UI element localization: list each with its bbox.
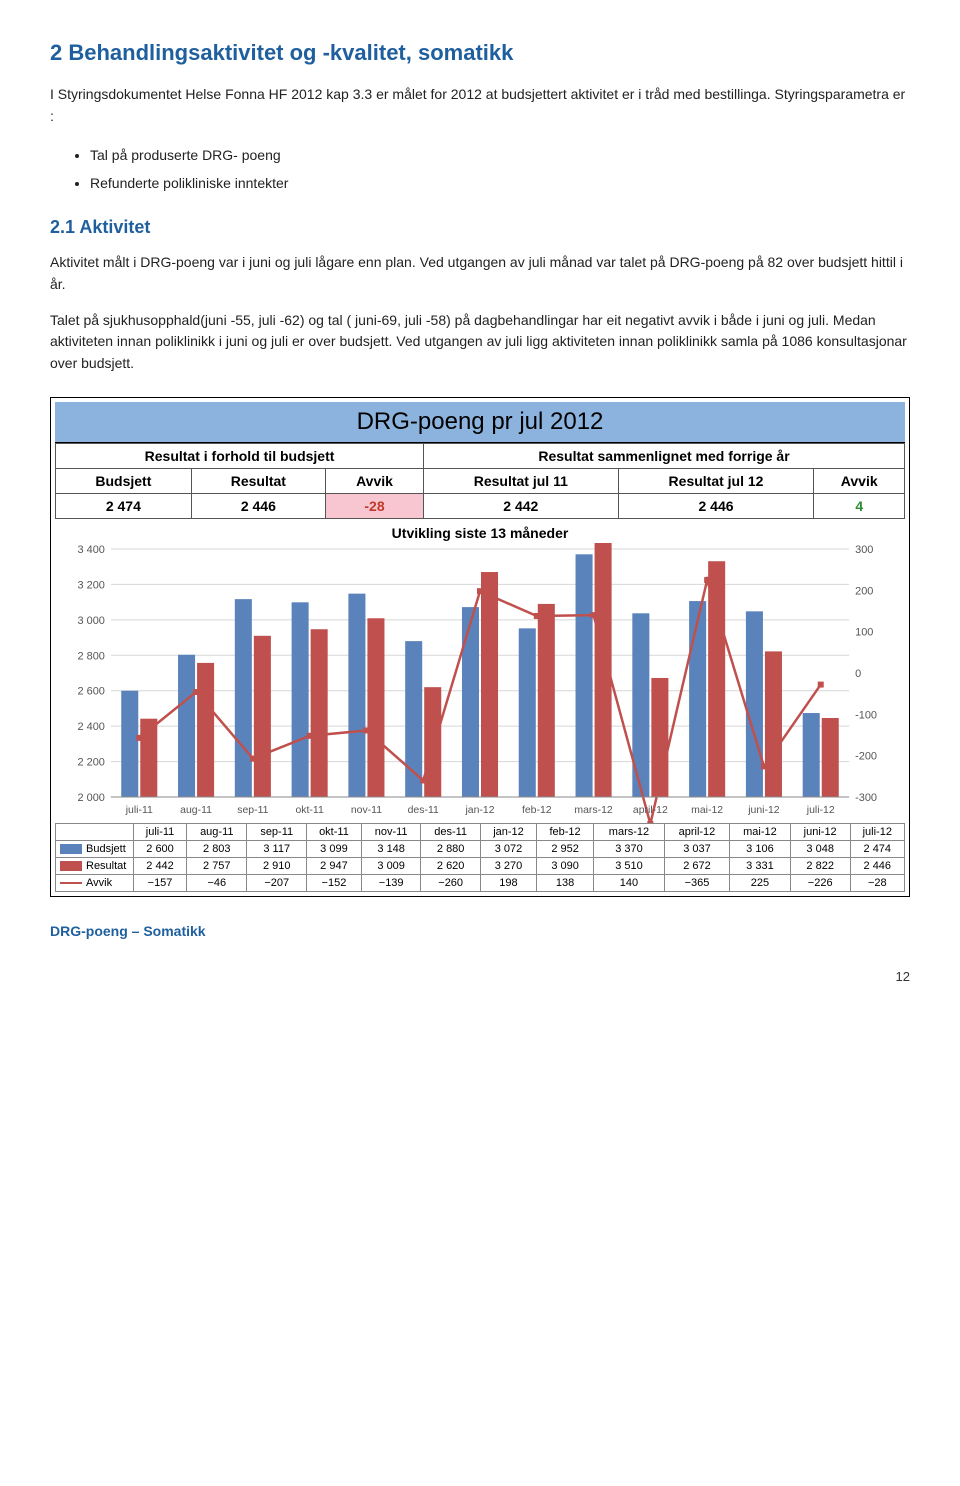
chart-svg: 2 000 2 200 2 400 2 600 2 800 3 000 3 200 3 400… xyxy=(61,543,899,823)
svg-text:juli-12: juli-12 xyxy=(806,805,835,816)
data-table: juli-11aug-11sep-11okt-11nov-11des-11jan… xyxy=(55,823,905,892)
svg-text:sep-11: sep-11 xyxy=(237,805,268,816)
chart-title: DRG-poeng pr jul 2012 xyxy=(55,402,905,443)
bullet-list: Tal på produserte DRG- poeng Refunderte … xyxy=(50,141,910,197)
svg-text:april-12: april-12 xyxy=(633,805,668,816)
svg-text:200: 200 xyxy=(855,585,873,597)
svg-text:3 400: 3 400 xyxy=(77,544,104,556)
svg-text:feb-12: feb-12 xyxy=(522,805,552,816)
intro-para: I Styringsdokumentet Helse Fonna HF 2012… xyxy=(50,84,910,127)
svg-text:nov-11: nov-11 xyxy=(351,805,382,816)
chart-area: 2 000 2 200 2 400 2 600 2 800 3 000 3 200 3 400… xyxy=(61,543,899,823)
bullet-item: Tal på produserte DRG- poeng xyxy=(90,141,910,169)
svg-text:mai-12: mai-12 xyxy=(691,805,723,816)
svg-text:okt-11: okt-11 xyxy=(295,805,323,816)
col-res12: Resultat jul 12 xyxy=(618,468,814,493)
svg-text:2 400: 2 400 xyxy=(77,721,104,733)
val-res12: 2 446 xyxy=(618,493,814,518)
heading-2: 2.1 Aktivitet xyxy=(50,217,910,238)
col-avvik: Avvik xyxy=(325,468,423,493)
para-2: Aktivitet målt i DRG-poeng var i juni og… xyxy=(50,252,910,295)
page-number: 12 xyxy=(50,969,910,984)
val-res11: 2 442 xyxy=(424,493,619,518)
svg-text:-300: -300 xyxy=(855,792,877,804)
right-header: Resultat sammenlignet med forrige år xyxy=(424,443,905,468)
col-resultat: Resultat xyxy=(191,468,325,493)
col-budsjett: Budsjett xyxy=(56,468,192,493)
mid-title: Utvikling siste 13 måneder xyxy=(55,519,905,543)
footer-label: DRG-poeng – Somatikk xyxy=(50,923,910,939)
summary-table: Resultat i forhold til budsjett Resultat… xyxy=(55,443,905,519)
svg-text:aug-11: aug-11 xyxy=(180,805,212,816)
col-res11: Resultat jul 11 xyxy=(424,468,619,493)
val-avvik-neg: -28 xyxy=(325,493,423,518)
svg-text:-100: -100 xyxy=(855,709,877,721)
svg-text:juni-12: juni-12 xyxy=(747,805,780,816)
svg-text:2 800: 2 800 xyxy=(77,650,104,662)
col-avvik2: Avvik xyxy=(814,468,905,493)
svg-text:jan-12: jan-12 xyxy=(464,805,494,816)
svg-text:juli-11: juli-11 xyxy=(125,805,153,816)
svg-text:300: 300 xyxy=(855,544,873,556)
svg-text:-200: -200 xyxy=(855,750,877,762)
val-avvik-pos: 4 xyxy=(814,493,905,518)
svg-text:100: 100 xyxy=(855,626,873,638)
svg-text:des-11: des-11 xyxy=(408,805,439,816)
svg-text:3 000: 3 000 xyxy=(77,615,104,627)
svg-text:3 200: 3 200 xyxy=(77,579,104,591)
bullet-item: Refunderte polikliniske inntekter xyxy=(90,169,910,197)
left-header: Resultat i forhold til budsjett xyxy=(56,443,424,468)
svg-text:0: 0 xyxy=(855,668,861,680)
heading-1: 2 Behandlingsaktivitet og -kvalitet, som… xyxy=(50,40,910,66)
val-budsjett: 2 474 xyxy=(56,493,192,518)
svg-text:2 200: 2 200 xyxy=(77,756,104,768)
svg-text:2 600: 2 600 xyxy=(77,686,104,698)
para-3: Talet på sjukhusopphald(juni -55, juli -… xyxy=(50,310,910,375)
svg-text:2 000: 2 000 xyxy=(77,792,104,804)
drg-chart-box: DRG-poeng pr jul 2012 Resultat i forhold… xyxy=(50,397,910,897)
svg-text:mars-12: mars-12 xyxy=(574,805,613,816)
val-resultat: 2 446 xyxy=(191,493,325,518)
